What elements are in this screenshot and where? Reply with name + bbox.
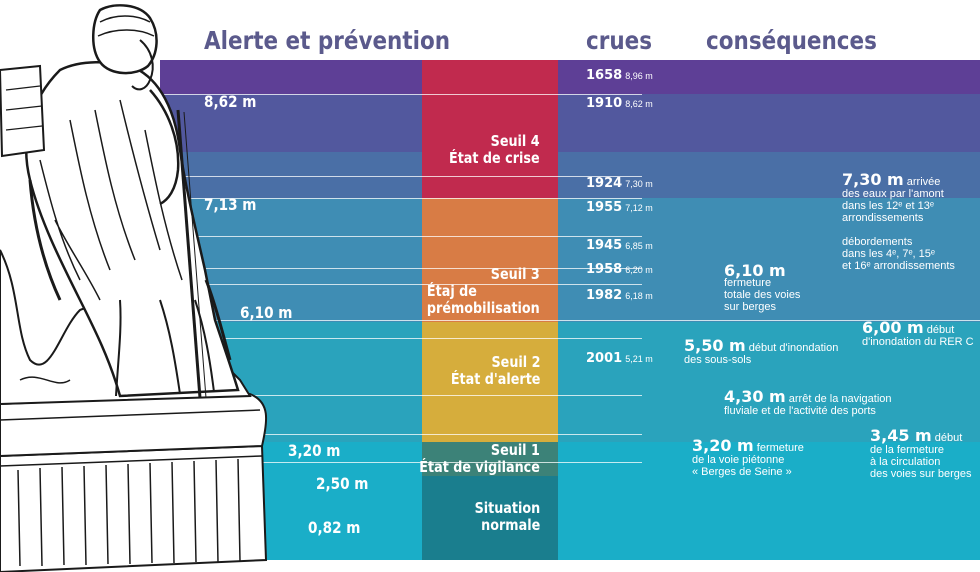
crue-entry: 1958 6,20 m (586, 262, 653, 277)
heading-alerte: Alerte et prévention (204, 26, 451, 55)
band-indigo (160, 94, 980, 152)
heading-consequences: conséquences (706, 26, 877, 55)
band-violet (160, 60, 980, 94)
level-line (160, 176, 642, 177)
band-teal (160, 322, 980, 442)
gauge-mark: 2,50 m (316, 474, 369, 493)
gauge-mark: 3,20 m (288, 441, 341, 460)
crue-entry: 2001 5,21 m (586, 351, 653, 366)
consequence-3-45: 3,45 m début de la fermeture à la circul… (870, 426, 972, 481)
consequence-4-30: 4,30 m arrêt de la navigation fluviale e… (724, 387, 892, 418)
seuil-3-label: Seuil 3 Étaj de prémobilisation (427, 265, 540, 317)
consequence-debordements: débordements dans les 4ᵉ, 7ᵉ, 15ᵉ et 16ᵉ… (842, 236, 955, 272)
crue-entry: 1945 6,85 m (586, 238, 653, 253)
level-line (160, 338, 642, 339)
level-line (160, 268, 642, 269)
band-blue (160, 198, 980, 322)
level-line (160, 284, 642, 285)
statue-du-zouave-icon (0, 4, 268, 572)
crue-entry: 1910 8,62 m (586, 96, 653, 111)
consequence-5-50: 5,50 m début d'inondation des sous-sols (684, 336, 839, 367)
consequence-3-20: 3,20 m fermeture de la voie piétonne « B… (692, 436, 804, 479)
crue-entry: 1955 7,12 m (586, 200, 653, 215)
seuil-1-block (422, 442, 558, 476)
gauge-mark: 6,10 m (240, 303, 293, 322)
gauge-mark: 0,82 m (308, 518, 361, 537)
band-steel (160, 152, 980, 198)
level-line (160, 434, 642, 435)
seuil-2-block (422, 322, 558, 442)
consequence-6-00: 6,00 m début d'inondation du RER C (862, 318, 974, 349)
heading-crues: crues (586, 26, 653, 55)
level-line (160, 462, 642, 463)
normal-block (422, 476, 558, 560)
level-line (160, 320, 980, 321)
gauge-mark: 8,62 m (204, 92, 257, 111)
crue-entry: 1658 8,96 m (586, 68, 653, 83)
level-line (160, 395, 642, 396)
level-line (160, 236, 642, 237)
band-cyan (160, 442, 980, 560)
crue-entry: 1924 7,30 m (586, 176, 653, 191)
seuil-3-block (422, 198, 558, 322)
level-line (160, 94, 642, 95)
level-line (160, 198, 642, 199)
seuil-4-block (422, 60, 558, 198)
seuil-4-label: Seuil 4 État de crise (449, 132, 540, 167)
crue-entry: 1982 6,18 m (586, 288, 653, 303)
situation-normale-label: Situation normale (474, 499, 540, 534)
gauge-mark: 7,13 m (204, 195, 257, 214)
consequence-6-10: 6,10 m fermeture totale des voies sur be… (724, 261, 801, 314)
seuil-1-label: Seuil 1 État de vigilance (419, 441, 540, 476)
seuil-2-label: Seuil 2 État d'alerte (450, 353, 540, 388)
consequence-7-30: 7,30 m arrivée des eaux par l'amont dans… (842, 170, 944, 225)
